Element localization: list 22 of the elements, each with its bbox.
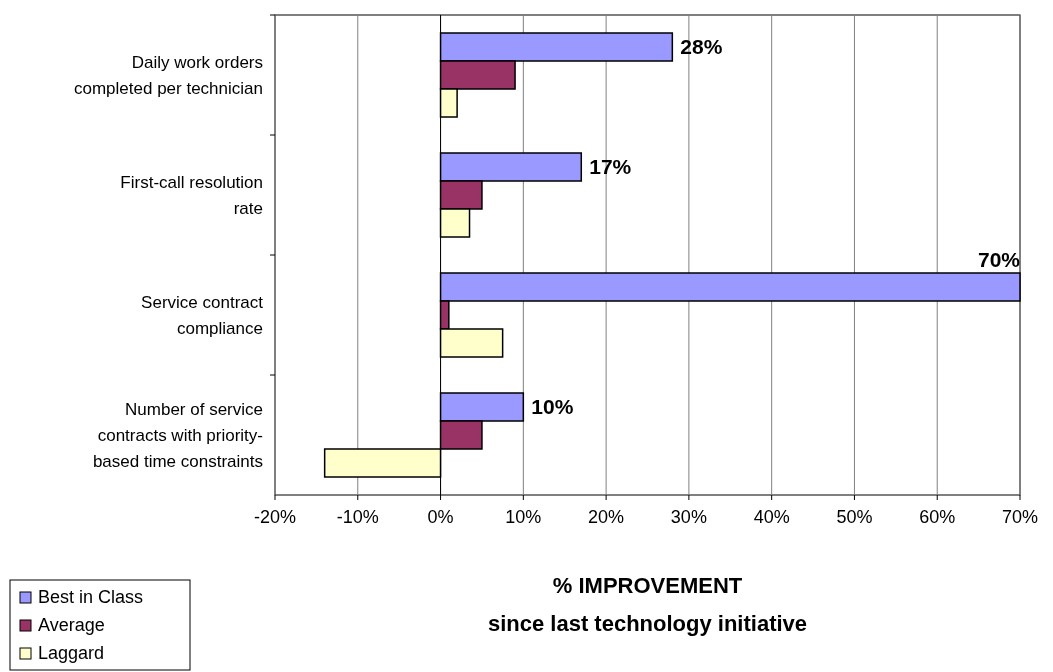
- x-tick-label: -20%: [253, 507, 297, 527]
- x-axis-title: % IMPROVEMENT since last technology initiative: [487, 573, 808, 636]
- x-tick-label: 10%: [505, 507, 542, 527]
- x-tick-label: -10%: [336, 507, 379, 527]
- data-label: 70%: [977, 248, 1021, 271]
- legend-label: Best in Class: [38, 587, 144, 607]
- data-label: 28%: [680, 35, 723, 58]
- y-tick-label: Daily work orders completed per technician: [73, 53, 263, 98]
- legend-label: Average: [38, 615, 105, 635]
- x-tick-label: 0%: [427, 507, 454, 527]
- x-tick-label: 60%: [919, 507, 956, 527]
- y-tick-label: Service contract compliance: [141, 293, 264, 338]
- data-label: 17%: [589, 155, 632, 178]
- data-label: 10%: [531, 395, 574, 418]
- x-tick-label: 40%: [753, 507, 790, 527]
- x-tick-label: 70%: [1001, 507, 1039, 527]
- x-tick-label: 50%: [836, 507, 873, 527]
- y-tick-label: First-call resolution rate: [120, 173, 263, 218]
- x-tick-label: 20%: [588, 507, 625, 527]
- x-tick-label: 30%: [670, 507, 707, 527]
- legend-label: Laggard: [38, 643, 105, 663]
- y-tick-label: Number of service contracts with priority-based time constraints: [92, 400, 263, 471]
